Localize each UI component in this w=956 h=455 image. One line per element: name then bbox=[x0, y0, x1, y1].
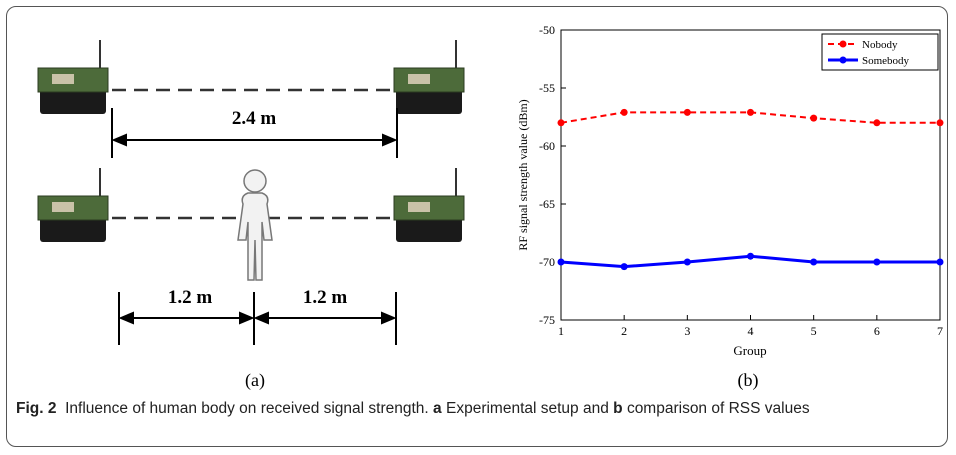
data-point bbox=[683, 108, 691, 116]
caption-text: Influence of human body on received sign… bbox=[65, 400, 429, 417]
legend-marker bbox=[839, 56, 847, 64]
data-point bbox=[747, 108, 754, 116]
y-tick-label: -50 bbox=[539, 23, 555, 37]
legend-marker bbox=[839, 40, 847, 48]
x-axis-label: Group bbox=[733, 343, 766, 358]
data-point bbox=[936, 119, 944, 127]
panel-label: (b) bbox=[738, 370, 759, 391]
node-base bbox=[40, 88, 106, 114]
y-tick-label: -60 bbox=[539, 139, 555, 153]
data-point bbox=[747, 252, 754, 260]
x-tick-label: 4 bbox=[748, 324, 754, 338]
node-base bbox=[396, 216, 462, 242]
data-point bbox=[810, 258, 818, 266]
plot-frame bbox=[560, 29, 941, 321]
data-point bbox=[557, 258, 565, 266]
x-tick-label: 5 bbox=[811, 324, 817, 338]
x-tick-label: 2 bbox=[621, 324, 627, 338]
caption: Fig. 2 Influence of human body on receiv… bbox=[16, 397, 936, 420]
diagram: 2.4 m 1.2 m 1.2 m (a) bbox=[37, 40, 465, 391]
data-point bbox=[620, 263, 628, 271]
person-head bbox=[243, 169, 267, 193]
node-chip bbox=[52, 74, 74, 84]
node-base bbox=[396, 88, 462, 114]
y-tick-label: -70 bbox=[539, 255, 555, 269]
legend-box bbox=[821, 33, 939, 71]
data-point bbox=[557, 119, 565, 127]
legend-label: Somebody bbox=[862, 55, 910, 67]
distance-label: 1.2 m bbox=[303, 287, 348, 308]
distance-label: 1.2 m bbox=[168, 287, 213, 308]
data-point bbox=[873, 258, 881, 266]
node-base bbox=[40, 216, 106, 242]
y-tick-label: -65 bbox=[539, 197, 555, 211]
x-tick-label: 7 bbox=[937, 324, 943, 338]
y-tick-label: -55 bbox=[539, 81, 555, 95]
person bbox=[237, 192, 273, 281]
distance-label: 2.4 m bbox=[232, 108, 277, 129]
caption-part: a bbox=[433, 400, 442, 417]
panel-label: (a) bbox=[245, 370, 265, 391]
data-point bbox=[936, 258, 944, 266]
x-tick-label: 1 bbox=[558, 324, 564, 338]
figure: 2.4 m 1.2 m 1.2 m (a) (b) Group RF signa… bbox=[37, 23, 944, 391]
legend-label: Nobody bbox=[862, 39, 898, 51]
y-axis-label: RF signal strength value (dBm) bbox=[516, 99, 530, 250]
caption-text: comparison of RSS values bbox=[626, 400, 810, 417]
chart: (b) Group RF signal strength value (dBm)… bbox=[516, 23, 944, 391]
node-chip bbox=[408, 202, 430, 212]
data-point bbox=[810, 114, 818, 122]
sensor-node bbox=[393, 168, 465, 242]
caption-part: b bbox=[613, 400, 623, 417]
y-tick-label: -75 bbox=[539, 313, 555, 327]
figure-frame bbox=[6, 6, 948, 447]
sensor-node bbox=[37, 40, 109, 114]
x-tick-label: 3 bbox=[684, 324, 690, 338]
data-point bbox=[683, 258, 691, 266]
caption-text: Experimental setup and bbox=[445, 400, 609, 417]
x-tick-label: 6 bbox=[874, 324, 880, 338]
sensor-node bbox=[37, 168, 109, 242]
figure-number: Fig. 2 bbox=[16, 400, 57, 417]
node-chip bbox=[52, 202, 74, 212]
sensor-node bbox=[393, 40, 465, 114]
dimension-lines bbox=[111, 108, 398, 345]
data-point bbox=[620, 108, 628, 116]
data-point bbox=[873, 119, 881, 127]
node-chip bbox=[408, 74, 430, 84]
